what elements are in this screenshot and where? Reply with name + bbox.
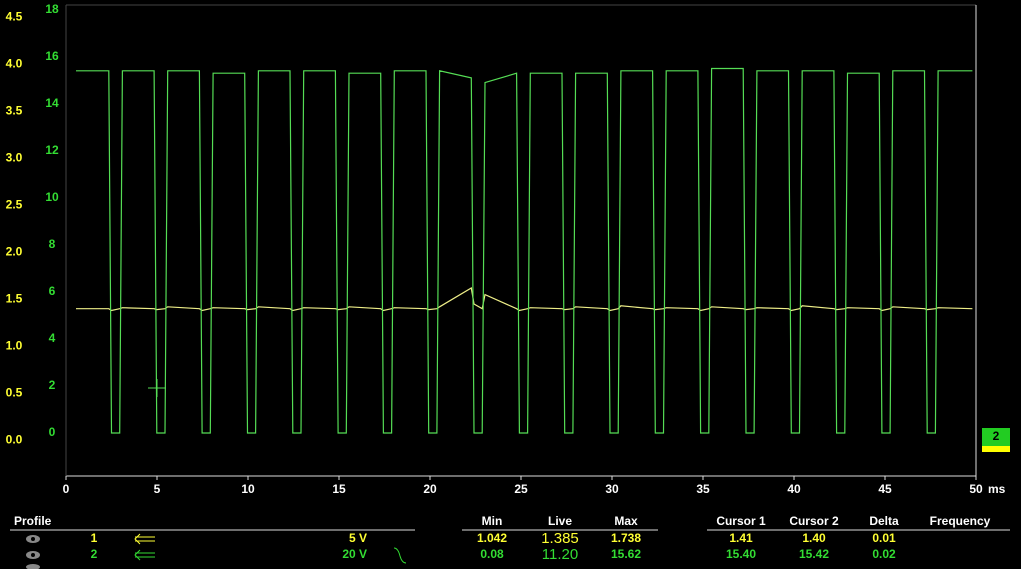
y2-tick-label: 2.5: [6, 197, 23, 211]
y2-tick-label: 2.0: [6, 244, 23, 258]
y-tick-label: 4: [49, 331, 56, 345]
live-value: 1.385: [541, 530, 579, 547]
stat-value: 1.042: [477, 531, 507, 545]
y-tick-label: 8: [49, 237, 56, 251]
x-tick-label: 0: [63, 482, 70, 496]
x-tick-label: 5: [154, 482, 161, 496]
cursor-value: 15.40: [726, 547, 756, 561]
live-value: 11.20: [542, 546, 578, 563]
panel-title: Profile: [14, 514, 52, 528]
cursor-value: 15.42: [799, 547, 829, 561]
y-tick-label: 16: [45, 49, 59, 63]
cursor-header: Cursor 1: [716, 514, 766, 528]
y-tick-label: 0: [49, 425, 56, 439]
channel-number: 2: [91, 547, 98, 561]
y2-tick-label: 1.5: [6, 291, 23, 305]
y-tick-label: 14: [45, 96, 59, 110]
y2-tick-label: 3.0: [6, 150, 23, 164]
cursor-value: 1.41: [729, 531, 753, 545]
cursor-value: 0.02: [872, 547, 896, 561]
y2-tick-label: 4.5: [6, 9, 23, 23]
y2-tick-label: 0.5: [6, 385, 23, 399]
probe-icon-1: [134, 533, 155, 545]
x-unit: ms: [988, 482, 1006, 496]
cursor-value: 0.01: [872, 531, 896, 545]
cursor-header: Cursor 2: [789, 514, 839, 528]
y-tick-label: 2: [49, 378, 56, 392]
y-tick-label: 6: [49, 284, 56, 298]
x-tick-label: 15: [332, 482, 346, 496]
y-tick-label: 12: [45, 143, 59, 157]
cursor-value: 1.40: [802, 531, 826, 545]
y-tick-label: 18: [45, 2, 59, 16]
stats-header: Max: [614, 514, 638, 528]
stat-value: 15.62: [611, 547, 641, 561]
y-tick-label: 10: [45, 190, 59, 204]
x-tick-label: 35: [696, 482, 710, 496]
y2-tick-label: 4.0: [6, 56, 23, 70]
channel-marker-label: 2: [993, 429, 1000, 443]
x-tick-label: 20: [423, 482, 437, 496]
probe-icon-2: [134, 549, 155, 561]
stat-value: 0.08: [480, 547, 504, 561]
x-tick-label: 45: [878, 482, 892, 496]
stats-header: Live: [548, 514, 572, 528]
x-tick-label: 10: [241, 482, 255, 496]
x-tick-label: 40: [787, 482, 801, 496]
cursor-header: Frequency: [930, 514, 991, 528]
eye-icons: [26, 535, 40, 569]
channel-scale: 20 V: [342, 547, 367, 561]
y2-tick-label: 3.5: [6, 103, 23, 117]
trigger-icon: [393, 547, 407, 564]
x-tick-label: 50: [969, 482, 983, 496]
channel-scale: 5 V: [349, 531, 367, 545]
channel-marker: [982, 428, 1010, 446]
cursor-header: Delta: [869, 514, 899, 528]
x-tick-label: 25: [514, 482, 528, 496]
stats-header: Min: [482, 514, 503, 528]
channel-number: 1: [91, 531, 98, 545]
y2-tick-label: 1.0: [6, 338, 23, 352]
x-tick-label: 30: [605, 482, 619, 496]
channel-marker-1: [982, 446, 1010, 452]
trace: [76, 67, 973, 434]
y2-tick-label: 0.0: [6, 432, 23, 446]
stat-value: 1.738: [611, 531, 641, 545]
trace: [76, 287, 973, 312]
